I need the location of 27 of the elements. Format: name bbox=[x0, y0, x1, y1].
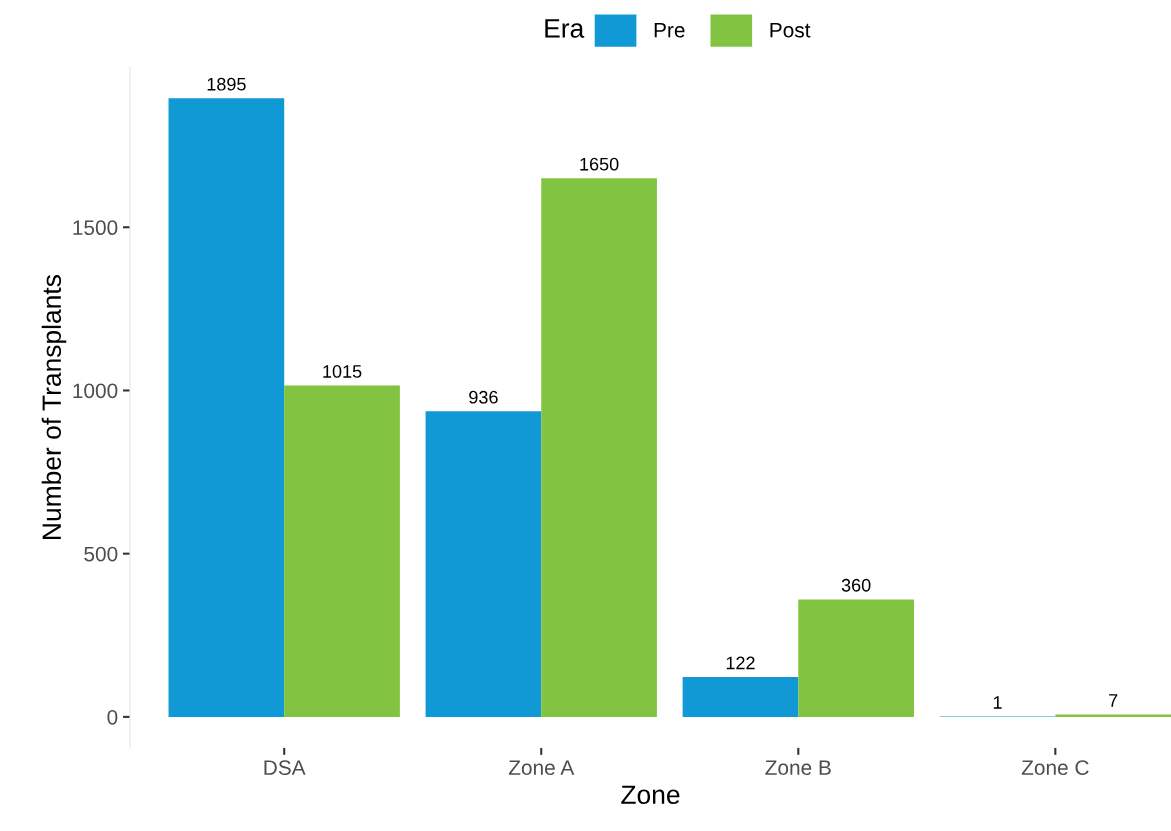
legend-title: Era bbox=[545, 19, 585, 38]
data-label: 1895 bbox=[207, 77, 246, 91]
data-label: 1 bbox=[993, 696, 1002, 709]
bar bbox=[541, 178, 657, 717]
data-label: 936 bbox=[469, 390, 498, 404]
data-label: 360 bbox=[841, 578, 871, 592]
y-tick-label: 500 bbox=[84, 546, 118, 562]
y-tick-label: 1500 bbox=[73, 220, 118, 236]
y-axis-title: Number of Transplants bbox=[41, 275, 67, 539]
data-label: 1015 bbox=[323, 365, 362, 378]
legend-label: Post bbox=[770, 22, 811, 38]
data-label: 122 bbox=[726, 656, 755, 670]
bar bbox=[798, 599, 914, 717]
x-tick-label: DSA bbox=[264, 760, 306, 776]
data-label: 1650 bbox=[580, 157, 619, 171]
x-tick-label: Zone B bbox=[765, 760, 831, 776]
x-tick-label: Zone C bbox=[1021, 760, 1089, 776]
legend-label: Pre bbox=[654, 22, 685, 38]
y-tick-label: 1000 bbox=[73, 383, 118, 399]
bar bbox=[168, 98, 285, 717]
x-axis-title: Zone bbox=[621, 785, 680, 805]
bar bbox=[682, 677, 799, 717]
bar bbox=[284, 385, 400, 717]
y-tick-label: 0 bbox=[107, 709, 118, 725]
bar bbox=[425, 411, 542, 717]
data-label: 7 bbox=[1109, 694, 1118, 707]
x-tick-label: Zone A bbox=[508, 760, 575, 776]
